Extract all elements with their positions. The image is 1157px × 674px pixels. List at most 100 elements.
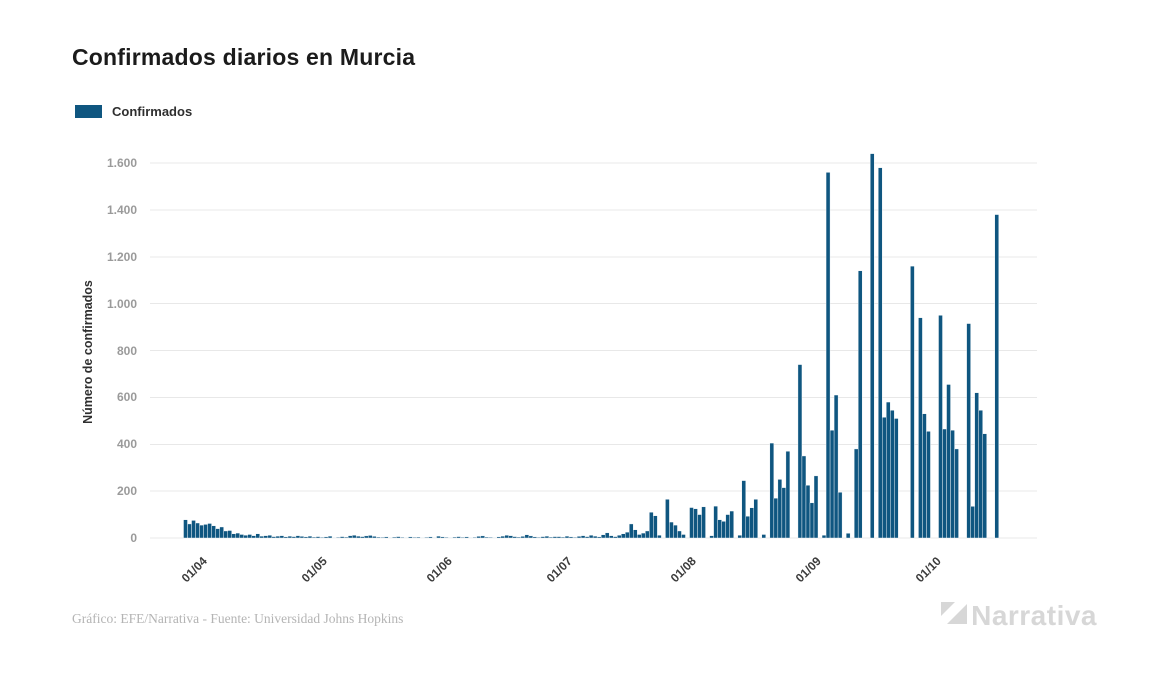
bar[interactable] <box>372 536 377 539</box>
bar[interactable] <box>211 525 216 539</box>
bar[interactable] <box>721 521 726 539</box>
bar[interactable] <box>380 537 385 539</box>
bar[interactable] <box>596 536 602 539</box>
bar[interactable] <box>199 524 204 539</box>
bar[interactable] <box>853 448 859 539</box>
bar[interactable] <box>833 394 839 539</box>
bar[interactable] <box>584 536 590 539</box>
bar[interactable] <box>195 522 200 539</box>
bar[interactable] <box>938 315 943 539</box>
bar[interactable] <box>725 514 730 539</box>
bar[interactable] <box>568 536 574 539</box>
bar[interactable] <box>368 535 373 539</box>
bar[interactable] <box>805 485 811 539</box>
bar[interactable] <box>693 508 698 539</box>
bar[interactable] <box>396 536 401 539</box>
bar[interactable] <box>749 507 754 539</box>
bar[interactable] <box>645 530 650 539</box>
bar[interactable] <box>785 451 791 539</box>
bar[interactable] <box>609 535 614 539</box>
bar[interactable] <box>263 535 269 539</box>
bar[interactable] <box>769 442 775 539</box>
bar[interactable] <box>191 520 196 539</box>
bar[interactable] <box>287 535 293 539</box>
bar[interactable] <box>524 534 530 539</box>
bar[interactable] <box>741 480 746 539</box>
bar[interactable] <box>857 270 863 539</box>
bar[interactable] <box>460 537 465 539</box>
bar[interactable] <box>528 535 534 539</box>
bar[interactable] <box>600 534 606 539</box>
bar[interactable] <box>243 534 248 539</box>
bar[interactable] <box>781 487 787 539</box>
bar[interactable] <box>544 535 550 539</box>
bar[interactable] <box>845 533 851 539</box>
bar[interactable] <box>516 536 522 539</box>
bar[interactable] <box>424 537 429 539</box>
bar[interactable] <box>311 536 317 539</box>
bar[interactable] <box>701 506 706 539</box>
bar[interactable] <box>665 499 670 539</box>
bar[interactable] <box>444 537 449 539</box>
bar[interactable] <box>564 535 570 539</box>
bar[interactable] <box>697 514 702 539</box>
bar[interactable] <box>183 519 188 539</box>
bar[interactable] <box>203 524 208 539</box>
bar[interactable] <box>753 499 758 539</box>
bar[interactable] <box>588 534 594 539</box>
bar[interactable] <box>376 536 381 539</box>
bar[interactable] <box>452 536 457 539</box>
bar[interactable] <box>677 530 682 539</box>
bar[interactable] <box>255 533 260 539</box>
bar[interactable] <box>669 521 674 539</box>
bar[interactable] <box>504 534 509 539</box>
bar[interactable] <box>223 530 228 539</box>
bar[interactable] <box>713 505 718 539</box>
bar[interactable] <box>227 530 232 539</box>
bar[interactable] <box>890 410 895 539</box>
bar[interactable] <box>187 523 192 539</box>
bar[interactable] <box>617 534 622 539</box>
bar[interactable] <box>540 536 546 539</box>
bar[interactable] <box>621 533 626 539</box>
bar[interactable] <box>532 536 538 539</box>
bar[interactable] <box>970 506 975 539</box>
bar[interactable] <box>625 531 630 539</box>
bar[interactable] <box>737 534 742 539</box>
bar[interactable] <box>500 535 505 539</box>
bar[interactable] <box>954 448 959 539</box>
bar[interactable] <box>351 534 357 539</box>
bar[interactable] <box>966 323 971 539</box>
bar[interactable] <box>392 536 397 539</box>
bar[interactable] <box>235 532 240 539</box>
bar[interactable] <box>247 534 252 539</box>
bar[interactable] <box>215 528 220 539</box>
bar[interactable] <box>412 537 417 539</box>
bar[interactable] <box>231 533 236 539</box>
bar[interactable] <box>556 536 562 539</box>
bar[interactable] <box>239 534 244 539</box>
bar[interactable] <box>251 535 256 539</box>
bar[interactable] <box>307 535 313 539</box>
bar[interactable] <box>942 428 947 539</box>
bar[interactable] <box>592 535 598 539</box>
bar[interactable] <box>773 497 779 539</box>
bar[interactable] <box>994 214 999 539</box>
bar[interactable] <box>279 535 285 539</box>
bar[interactable] <box>283 536 289 539</box>
bar[interactable] <box>335 537 341 539</box>
bar[interactable] <box>882 417 887 539</box>
bar[interactable] <box>653 515 658 539</box>
bar[interactable] <box>315 536 321 539</box>
bar[interactable] <box>560 536 566 539</box>
bar[interactable] <box>548 536 554 539</box>
bar[interactable] <box>629 523 634 539</box>
bar[interactable] <box>894 418 899 539</box>
bar[interactable] <box>488 537 493 539</box>
bar[interactable] <box>829 429 835 539</box>
bar[interactable] <box>384 536 389 539</box>
bar[interactable] <box>809 502 815 539</box>
bar[interactable] <box>536 537 542 539</box>
bar[interactable] <box>946 384 951 539</box>
bar[interactable] <box>343 536 349 539</box>
